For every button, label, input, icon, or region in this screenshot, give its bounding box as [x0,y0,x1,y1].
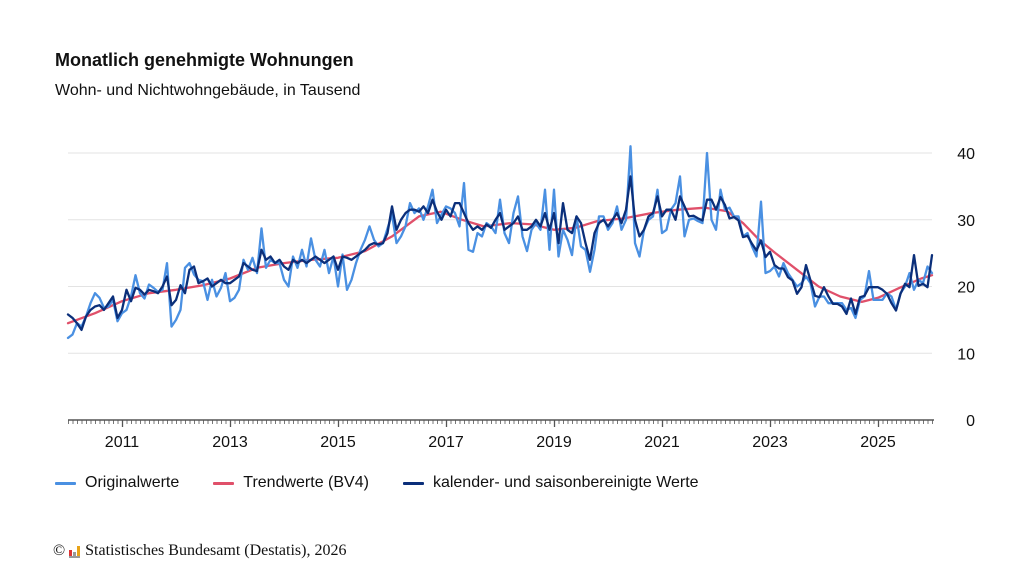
footer-credit: © Statistisches Bundesamt (Destatis), 20… [53,542,346,560]
chart-subtitle: Wohn- und Nichtwohngebäude, in Tausend [55,82,361,99]
destatis-logo-icon [69,544,81,558]
x-tick-label: 2015 [320,434,356,451]
y-tick-label: 10 [957,346,975,363]
x-tick-label: 2017 [428,434,464,451]
legend-swatch-adjusted [402,481,424,485]
x-tick-label: 2019 [536,434,572,451]
legend-swatch-trend [213,481,235,485]
y-axis-labels: 0 10 20 30 40 [957,146,975,430]
legend-label: Originalwerte [85,474,180,491]
legend-label: Trendwerte (BV4) [243,474,369,491]
legend: Originalwerte Trendwerte (BV4) kalender-… [55,474,733,492]
x-tick-label: 2025 [860,434,896,451]
gridlines [68,152,932,354]
footer-text: Statistisches Bundesamt (Destatis), 2026 [85,542,347,559]
legend-item-trend: Trendwerte (BV4) [213,474,369,492]
series-line-adjusted [66,175,934,332]
legend-item-original: Originalwerte [55,474,179,492]
series-line-original [66,145,934,340]
series-line-trend [66,206,934,325]
y-tick-label: 30 [957,213,975,230]
x-tick-label: 2021 [644,434,680,451]
legend-swatch-original [55,481,76,485]
x-tick-label: 2013 [212,434,248,451]
x-tick-label: 2011 [105,434,140,451]
series-lines [66,145,934,340]
x-axis: 2011 2013 2015 2017 2019 2021 2023 2025 [68,419,934,451]
legend-item-adjusted: kalender- und saisonbereinigte Werte [402,474,699,492]
legend-label: kalender- und saisonbereinigte Werte [432,474,699,491]
y-tick-label: 20 [957,280,975,297]
copyright-symbol: © [53,542,66,559]
y-tick-label: 0 [966,413,975,430]
y-tick-label: 40 [957,146,975,163]
x-tick-label: 2023 [752,434,788,451]
chart-title: Monatlich genehmigte Wohnungen [55,50,354,70]
